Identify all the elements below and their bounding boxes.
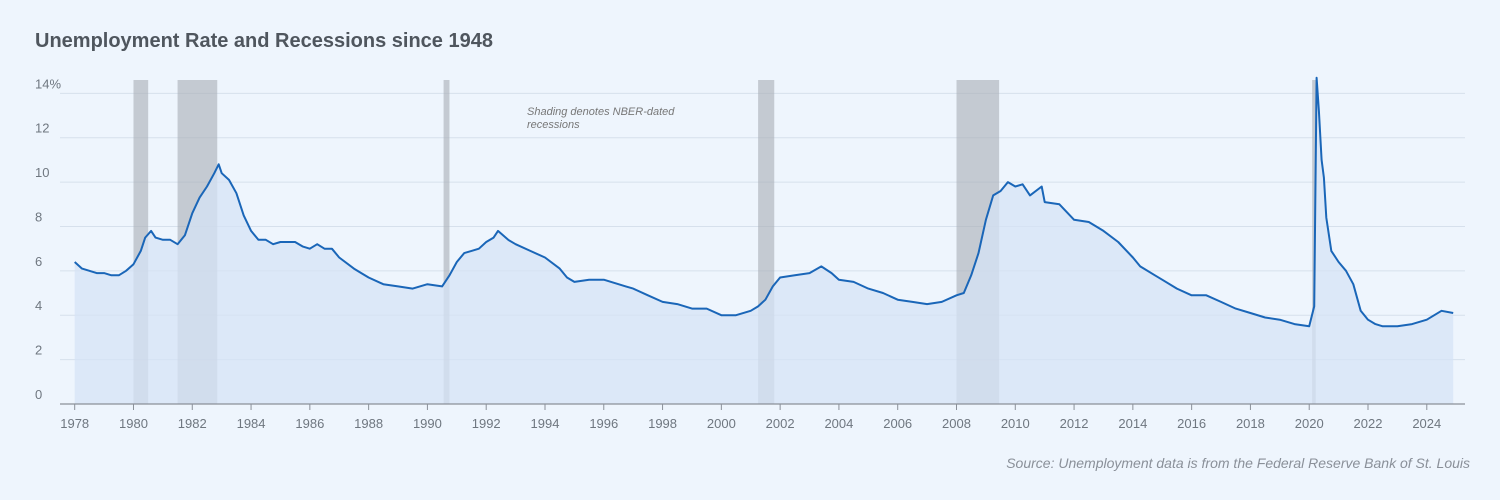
x-tick-label: 1988 [354, 416, 383, 431]
x-tick-label: 1990 [413, 416, 442, 431]
x-tick-label: 1998 [648, 416, 677, 431]
x-tick-label: 2014 [1118, 416, 1147, 431]
x-tick-label: 2018 [1236, 416, 1265, 431]
x-tick-label: 2004 [824, 416, 853, 431]
line [74, 76, 1454, 328]
x-tick-label: 2008 [942, 416, 971, 431]
y-tick-label: 6 [35, 254, 42, 269]
y-tick-label: 4 [35, 298, 42, 313]
chart-title: Unemployment Rate and Recessions since 1… [35, 30, 493, 52]
y-tick-label: 12 [35, 121, 49, 136]
annotation: Shading denotes NBER-dated recessions [527, 106, 675, 131]
annotation-line: Shading denotes NBER-dated [527, 106, 675, 118]
y-tick-label: 0 [35, 387, 42, 402]
annotation-line: recessions [527, 119, 580, 131]
y-tick-label: 2 [35, 343, 42, 358]
source: Source: Unemployment data is from the Fe… [1006, 455, 1470, 471]
x-tick-label: 2002 [766, 416, 795, 431]
x-tick-label: 1980 [119, 416, 148, 431]
x-tick-label: 2022 [1354, 416, 1383, 431]
area [74, 77, 1454, 405]
x-tick-label: 2020 [1295, 416, 1324, 431]
x-tick-label: 2012 [1060, 416, 1089, 431]
x-tick-label: 1996 [589, 416, 618, 431]
x-tick-label: 2006 [883, 416, 912, 431]
x-tick-label: 1984 [237, 416, 266, 431]
y-tick-label: 14% [35, 76, 61, 91]
recession-band [443, 80, 450, 404]
x-tick-label: 2010 [1001, 416, 1030, 431]
y-tick-label: 8 [35, 209, 42, 224]
y-tick-label: 10 [35, 165, 49, 180]
x-tick-label: 1992 [472, 416, 501, 431]
x-tick-label: 2024 [1412, 416, 1441, 431]
x-tick-label: 1986 [295, 416, 324, 431]
x-tick-label: 1978 [60, 416, 89, 431]
x-tick-label: 1994 [531, 416, 560, 431]
x-tick-label: 1982 [178, 416, 207, 431]
x-tick-label: 2000 [707, 416, 736, 431]
x-tick-label: 2016 [1177, 416, 1206, 431]
